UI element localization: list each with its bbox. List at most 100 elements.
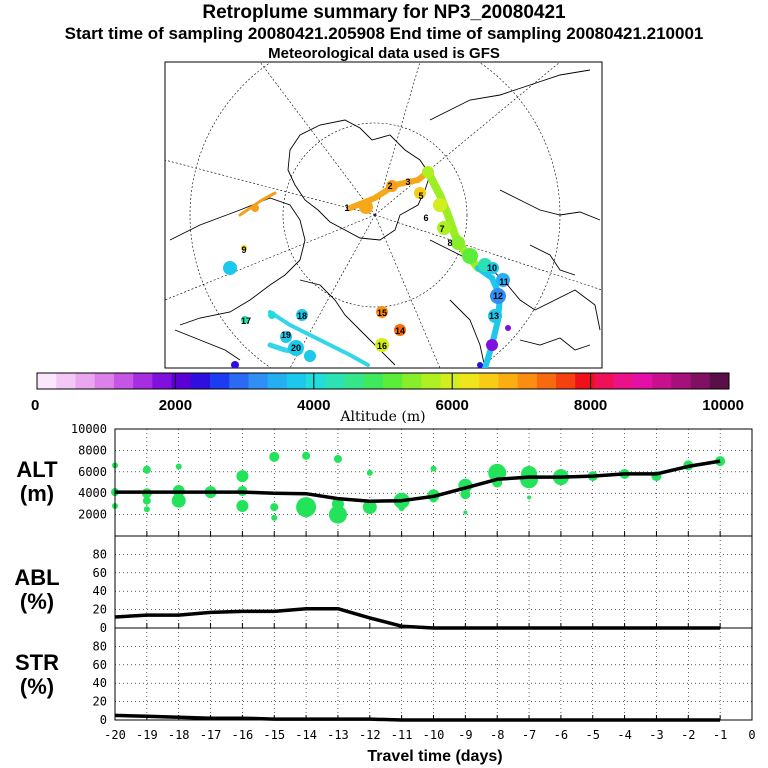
map-plume-dot xyxy=(223,261,237,275)
map-plume-dot xyxy=(241,316,249,324)
panel-alt: 10000 8000 6000 4000 2000 xyxy=(71,422,753,537)
map-plume-dot xyxy=(241,245,247,251)
x-tick-label: -5 xyxy=(586,728,600,742)
str-label-line1: STR xyxy=(15,650,59,675)
map-day-label: 3 xyxy=(405,177,410,187)
colorbar-swatch xyxy=(440,373,461,389)
map-day-label: 12 xyxy=(493,291,503,301)
latitude-circle xyxy=(282,122,468,308)
colorbar-swatch xyxy=(306,373,326,389)
met-data-note: Meteorological data used is GFS xyxy=(268,45,500,62)
colorbar-swatch xyxy=(421,373,441,389)
alt-particle-dot xyxy=(143,506,150,513)
alt-particle-dot xyxy=(715,456,726,467)
alt-particle-dot xyxy=(398,505,405,512)
x-tick-label: -7 xyxy=(522,728,536,742)
x-tick-label: -19 xyxy=(136,728,158,742)
x-tick-label: -17 xyxy=(200,728,222,742)
colorbar-swatch xyxy=(383,373,403,389)
panel-abl: 80 60 40 20 0 xyxy=(93,535,753,635)
colorbar-swatch xyxy=(632,373,653,389)
x-tick-label: -6 xyxy=(554,728,568,742)
map-day-label: 6 xyxy=(423,213,428,223)
map-day-label: 8 xyxy=(447,238,452,248)
map-plume-dot xyxy=(280,331,292,343)
map-day-label: 10 xyxy=(487,263,497,273)
y-tick-label: 20 xyxy=(93,603,107,617)
sampling-times: Start time of sampling 20080421.205908 E… xyxy=(64,24,704,43)
alt-particle-dot xyxy=(142,496,151,505)
alt-particle-dot xyxy=(366,469,373,476)
y-tick-label: 4000 xyxy=(78,486,107,500)
colorbar-swatch xyxy=(56,373,76,389)
y-tick-label: 6000 xyxy=(78,465,107,479)
y-tick-label: 2000 xyxy=(78,508,107,522)
colorbar-swatch xyxy=(498,373,518,389)
map-plume-dot xyxy=(375,338,389,352)
map-plume-dot xyxy=(359,200,373,214)
x-tick-label: -3 xyxy=(649,728,663,742)
colorbar-swatch xyxy=(286,373,307,389)
map-plume-dot xyxy=(386,180,398,192)
alt-label-line2: (m) xyxy=(19,481,55,506)
colorbar-swatch xyxy=(363,373,384,389)
map-day-label: 7 xyxy=(439,224,444,234)
colorbar-swatch xyxy=(556,373,576,389)
alt-particle-dot xyxy=(269,451,280,462)
map-day-label: 15 xyxy=(377,308,387,318)
colorbar-frame xyxy=(36,372,730,390)
x-tick-label: -20 xyxy=(104,728,126,742)
colorbar-swatch xyxy=(190,373,211,389)
colorbar-swatch xyxy=(133,373,153,389)
meridian xyxy=(165,214,376,301)
map-plume-dot xyxy=(462,248,478,264)
alt-particle-dot xyxy=(430,465,437,472)
y-tick-label: 20 xyxy=(93,695,107,709)
y-tick-label: 40 xyxy=(93,584,107,598)
x-tick-label: -16 xyxy=(232,728,254,742)
map-plume-dot xyxy=(488,309,502,323)
map-plume-dot xyxy=(433,198,447,212)
x-tick-label: -12 xyxy=(359,728,381,742)
alt-particle-dot xyxy=(171,493,186,508)
map-plume-dot xyxy=(496,273,510,287)
colorbar-swatch xyxy=(75,373,95,389)
x-tick-label: -9 xyxy=(458,728,472,742)
colorbar-swatch xyxy=(229,373,249,389)
map-day-label: 17 xyxy=(241,316,251,326)
y-tick-label: 80 xyxy=(93,547,107,561)
alt-particle-dot xyxy=(236,470,249,483)
map-plume-dot xyxy=(268,311,276,319)
x-tick-label: 0 xyxy=(748,728,755,742)
alt-particle-dot xyxy=(463,510,468,515)
colorbar-swatch xyxy=(690,373,711,389)
meridian xyxy=(289,214,376,368)
map-day-label: 14 xyxy=(395,326,405,336)
colorbar-swatch xyxy=(479,373,499,389)
map-plume-dot xyxy=(394,324,406,336)
abl-label-line2: (%) xyxy=(19,589,55,614)
map-plume-dot xyxy=(451,236,465,250)
map-plume-dot xyxy=(490,288,506,304)
abl-axis-label: ABL (%) xyxy=(2,566,72,614)
abl-series-line xyxy=(114,606,721,630)
x-tick-label: -15 xyxy=(263,728,285,742)
map-plume-dot xyxy=(304,350,316,362)
y-tick-label: 40 xyxy=(93,676,107,690)
alt-particle-dot xyxy=(333,454,342,463)
y-tick-label: 8000 xyxy=(78,443,107,457)
alt-particle-dot xyxy=(142,465,151,474)
map-day-label: 11 xyxy=(499,277,509,287)
colorbar-swatch xyxy=(671,373,691,389)
y-tick-label: 60 xyxy=(93,566,107,580)
map-plume-dot xyxy=(288,340,304,356)
colorbar-swatch xyxy=(536,373,557,389)
map-day-label: 19 xyxy=(281,330,291,340)
colorbar-tick-label: 6000 xyxy=(436,397,469,414)
map-plume-dot xyxy=(376,306,388,318)
y-tick-label: 0 xyxy=(100,621,107,635)
colorbar-swatch xyxy=(267,373,288,389)
colorbar-swatch xyxy=(575,373,595,389)
meridian xyxy=(374,62,421,216)
